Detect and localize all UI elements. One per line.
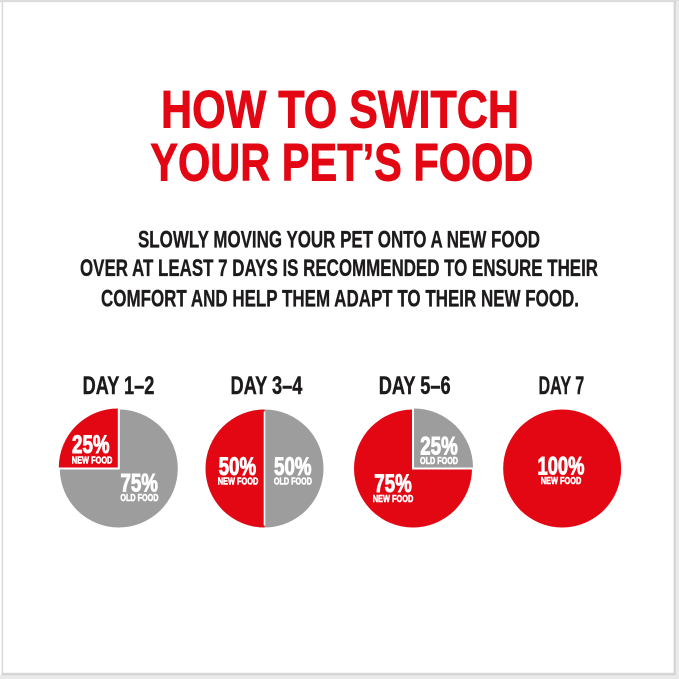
svg-text:SLOWLY MOVING YOUR PET ONTO A: SLOWLY MOVING YOUR PET ONTO A NEW FOOD xyxy=(138,226,540,253)
svg-text:50%: 50% xyxy=(274,453,312,481)
svg-text:DAY 1–2: DAY 1–2 xyxy=(83,372,155,400)
svg-text:25%: 25% xyxy=(420,432,458,460)
svg-text:COMFORT AND HELP THEM ADAPT TO: COMFORT AND HELP THEM ADAPT TO THEIR NEW… xyxy=(101,285,579,312)
svg-text:50%: 50% xyxy=(219,453,257,481)
svg-text:75%: 75% xyxy=(120,469,158,497)
svg-text:NEW FOOD: NEW FOOD xyxy=(218,477,259,488)
svg-text:HOW TO SWITCH: HOW TO SWITCH xyxy=(161,80,519,139)
svg-text:OVER AT LEAST 7 DAYS IS RECOMM: OVER AT LEAST 7 DAYS IS RECOMMENDED TO E… xyxy=(80,255,598,282)
svg-text:OLD FOOD: OLD FOOD xyxy=(274,477,312,488)
svg-text:DAY 7: DAY 7 xyxy=(539,372,585,400)
svg-text:DAY 5–6: DAY 5–6 xyxy=(379,372,451,400)
svg-text:OLD FOOD: OLD FOOD xyxy=(120,493,158,504)
svg-text:75%: 75% xyxy=(374,470,412,498)
svg-text:100%: 100% xyxy=(538,452,585,480)
svg-text:25%: 25% xyxy=(72,431,110,459)
svg-text:YOUR PET’S FOOD: YOUR PET’S FOOD xyxy=(150,133,533,192)
svg-text:DAY 3–4: DAY 3–4 xyxy=(230,372,302,400)
svg-text:NEW FOOD: NEW FOOD xyxy=(541,476,582,487)
svg-text:OLD FOOD: OLD FOOD xyxy=(420,456,458,467)
svg-text:NEW FOOD: NEW FOOD xyxy=(373,494,414,505)
svg-text:NEW FOOD: NEW FOOD xyxy=(72,455,113,466)
